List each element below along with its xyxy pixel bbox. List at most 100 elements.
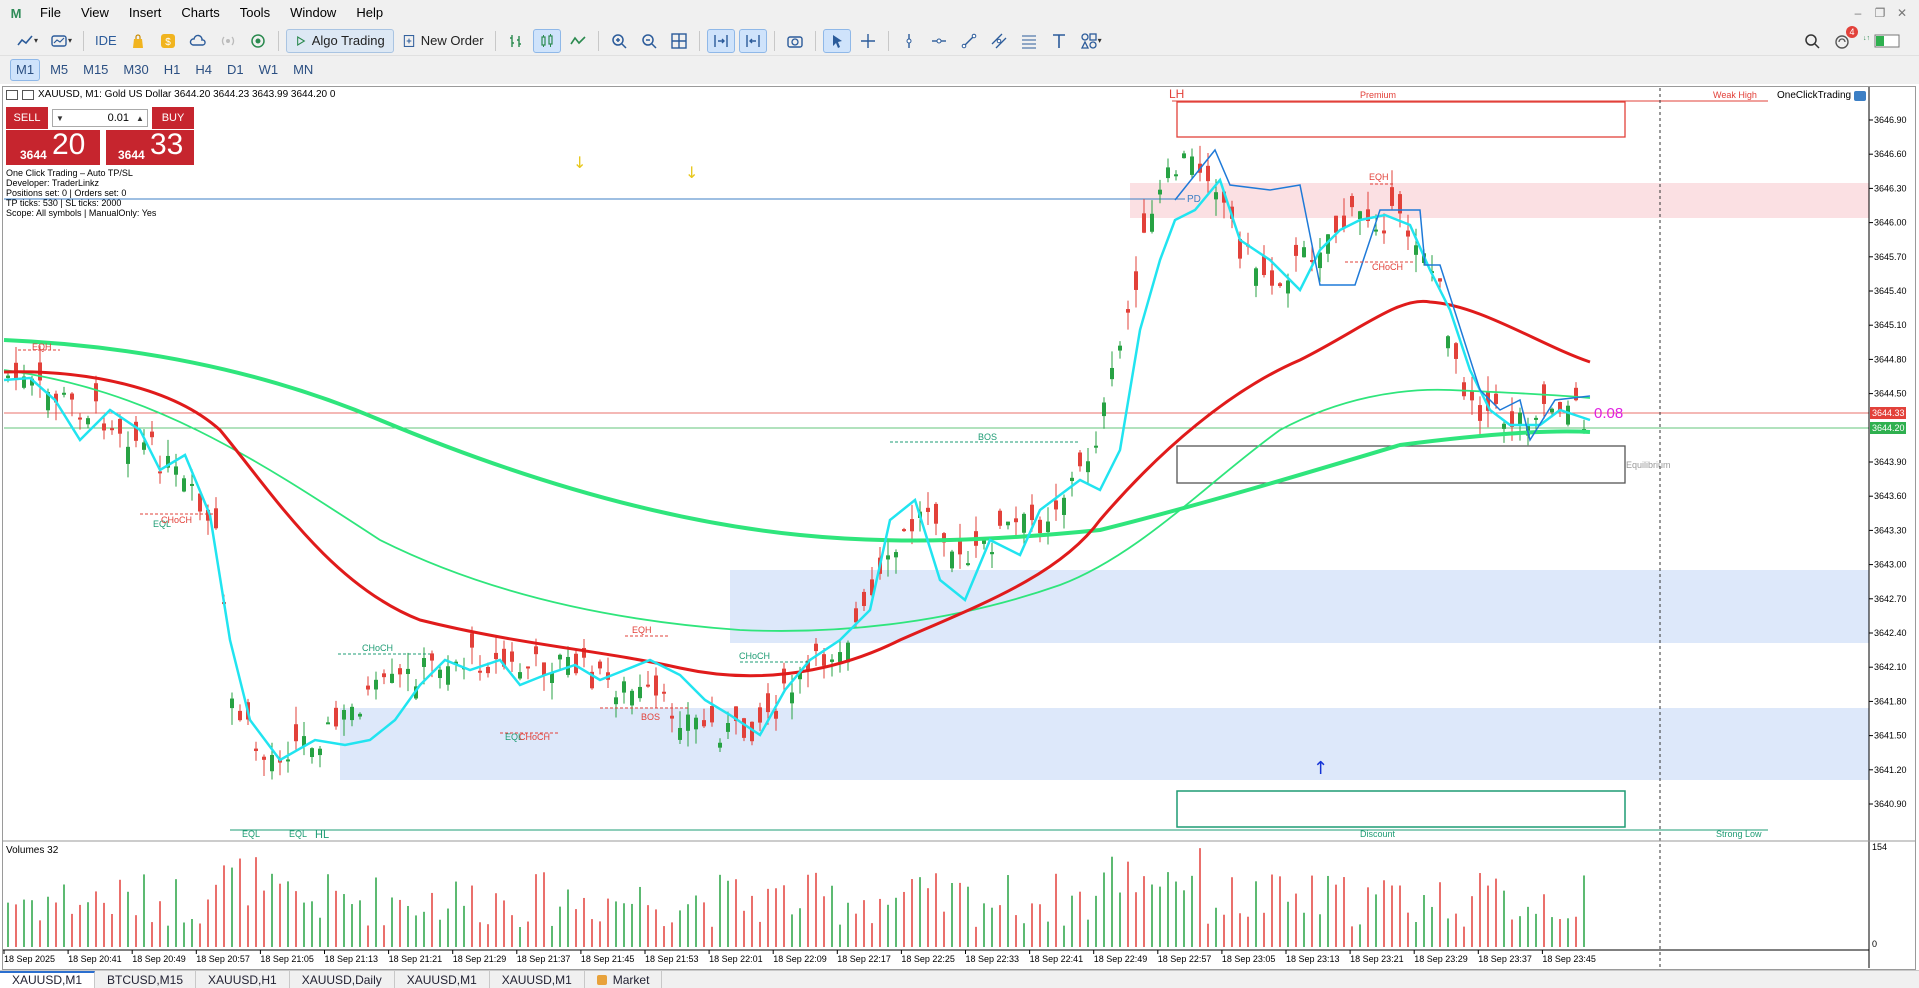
- menu-help[interactable]: Help: [356, 5, 384, 20]
- lot-size-value[interactable]: 0.01: [107, 112, 129, 124]
- price-tick-label: 3640.90: [1874, 799, 1907, 809]
- lot-increase-icon[interactable]: ▲: [136, 113, 144, 123]
- candle-body: [1118, 345, 1122, 351]
- chart-window[interactable]: [2, 86, 1916, 970]
- close-icon[interactable]: ✕: [1896, 6, 1908, 20]
- tab-xauusd-m1[interactable]: XAUUSD,M1: [0, 971, 96, 988]
- sell-price-small: 3644: [20, 148, 47, 162]
- menu-view[interactable]: View: [80, 5, 109, 20]
- candle-body: [158, 471, 162, 474]
- fibonacci-icon[interactable]: [1016, 29, 1042, 53]
- candle-body: [1302, 247, 1306, 258]
- sell-price-box[interactable]: 3644 20: [6, 128, 100, 165]
- candle-body: [806, 660, 810, 671]
- ask-price-text: 3644.33: [1872, 408, 1905, 418]
- screenshot-icon[interactable]: [782, 29, 808, 53]
- search-icon[interactable]: [1799, 29, 1825, 53]
- chart-properties-icon[interactable]: [22, 89, 34, 100]
- ide-button[interactable]: IDE: [95, 33, 117, 48]
- candle-body: [1318, 252, 1322, 269]
- tab-market[interactable]: Market: [585, 971, 663, 988]
- time-tick-label: 18 Sep 22:41: [1030, 954, 1084, 964]
- lot-decrease-icon[interactable]: ▼: [56, 113, 64, 123]
- menu-tools[interactable]: Tools: [239, 5, 271, 20]
- oneclick-trading-label[interactable]: OneClickTrading: [1777, 90, 1867, 101]
- menu-window[interactable]: Window: [290, 5, 337, 20]
- window-controls: – ❐ ✕: [1847, 0, 1913, 26]
- tab-xauusd-h1[interactable]: XAUUSD,H1: [196, 971, 290, 988]
- minimize-icon[interactable]: –: [1854, 6, 1862, 20]
- zoom-in-icon[interactable]: [606, 29, 632, 53]
- zoom-out-icon[interactable]: [636, 29, 662, 53]
- candle-body: [150, 431, 154, 438]
- cloud-icon[interactable]: [185, 29, 211, 53]
- signal-icon[interactable]: [215, 29, 241, 53]
- chart-template-icon[interactable]: ▾: [46, 29, 76, 53]
- candlestick-icon[interactable]: [532, 28, 561, 53]
- toolbar-separator: [83, 30, 85, 51]
- volumes-group: [7, 848, 1585, 947]
- candle-body: [1150, 213, 1154, 232]
- restore-icon[interactable]: ❐: [1874, 6, 1886, 20]
- tab-xauusd-m1-2[interactable]: XAUUSD,M1: [395, 971, 490, 988]
- timeframe-mn[interactable]: MN: [293, 62, 314, 77]
- crosshair-icon[interactable]: [855, 29, 881, 53]
- tab-btcusd-m15[interactable]: BTCUSD,M15: [95, 971, 197, 988]
- scroll-icon[interactable]: [706, 28, 735, 53]
- channel-icon[interactable]: [986, 29, 1012, 53]
- notifications-badge: 4: [1846, 26, 1858, 38]
- cursor-icon[interactable]: [822, 28, 851, 53]
- candle-body: [510, 651, 514, 662]
- trend-line-icon[interactable]: [956, 29, 982, 53]
- bar-chart-icon[interactable]: [503, 29, 529, 53]
- notifications-icon[interactable]: 4: [1829, 26, 1858, 53]
- menu-charts[interactable]: Charts: [181, 5, 220, 20]
- sell-button[interactable]: SELL: [6, 107, 48, 129]
- timeframe-m5[interactable]: M5: [50, 62, 69, 77]
- lock-bag-icon[interactable]: [125, 29, 151, 53]
- chart-menu-icon[interactable]: [6, 89, 18, 100]
- candle-body: [398, 668, 402, 675]
- algo-trading-button[interactable]: Algo Trading: [285, 28, 394, 53]
- label-bos: BOS: [978, 432, 997, 442]
- label-eql: EQL: [153, 519, 171, 529]
- timeframe-m30[interactable]: M30: [123, 62, 149, 77]
- candle-body: [1262, 256, 1266, 276]
- timeframe-m15[interactable]: M15: [83, 62, 109, 77]
- candle-body: [1398, 194, 1402, 214]
- timeframe-h4[interactable]: H4: [195, 62, 212, 77]
- candle-body: [790, 692, 794, 704]
- menu-insert[interactable]: Insert: [128, 5, 162, 20]
- candle-body: [134, 421, 138, 441]
- time-tick-label: 18 Sep 21:29: [453, 954, 507, 964]
- tab-xauusd-m1-3[interactable]: XAUUSD,M1: [490, 971, 585, 988]
- lot-size-input[interactable]: ▼ 0.01 ▲: [52, 109, 148, 127]
- tab-xauusd-daily[interactable]: XAUUSD,Daily: [290, 971, 395, 988]
- line-chart-icon[interactable]: ▾: [12, 29, 42, 53]
- horizontal-line-icon[interactable]: [926, 29, 952, 53]
- timeframe-d1[interactable]: D1: [226, 62, 244, 77]
- candle-body: [574, 653, 578, 674]
- text-icon[interactable]: [1046, 29, 1072, 53]
- signal-strength-icon[interactable]: ↓↑: [1859, 29, 1907, 53]
- vertical-line-icon[interactable]: [896, 29, 922, 53]
- grid-icon[interactable]: [666, 29, 692, 53]
- ma-green-thin: [3, 369, 1591, 632]
- autoscroll-icon[interactable]: [738, 28, 767, 53]
- buy-price-small: 3644: [118, 148, 145, 162]
- candle-body: [1550, 408, 1554, 413]
- vps-icon[interactable]: [245, 29, 271, 53]
- new-order-button[interactable]: New Order: [398, 29, 488, 53]
- price-tick-label: 3645.10: [1874, 320, 1907, 330]
- timeframe-h1[interactable]: H1: [163, 62, 181, 77]
- shapes-icon[interactable]: ▾: [1076, 29, 1106, 53]
- buy-button[interactable]: BUY: [152, 107, 194, 129]
- timeframe-m1[interactable]: M1: [10, 59, 41, 81]
- line-graph-icon[interactable]: [565, 29, 591, 53]
- dollar-icon[interactable]: $: [155, 29, 181, 53]
- buy-price-box[interactable]: 3644 33: [106, 128, 194, 165]
- candle-body: [734, 706, 738, 722]
- menu-file[interactable]: File: [40, 5, 61, 20]
- timeframe-w1[interactable]: W1: [258, 62, 279, 77]
